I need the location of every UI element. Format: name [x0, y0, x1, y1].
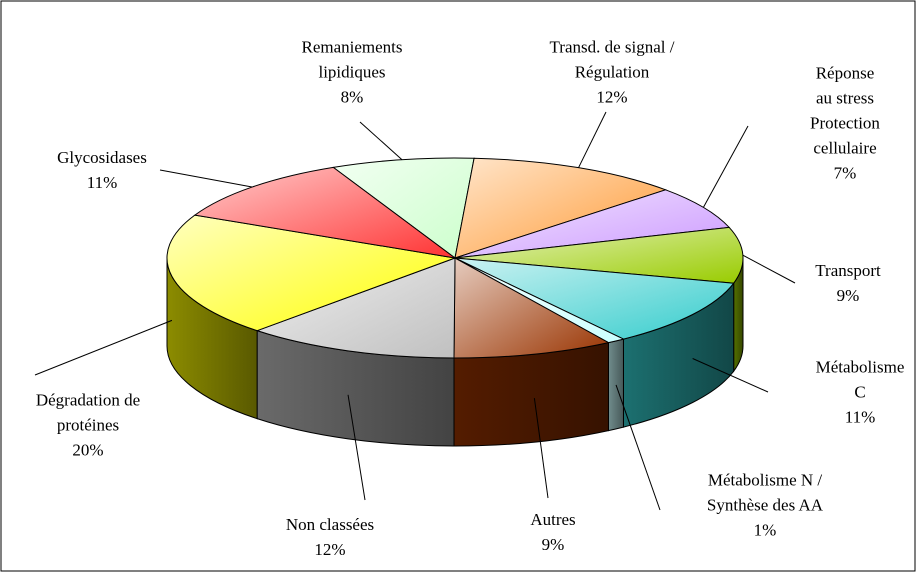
pie-slice: [454, 226, 744, 284]
leader-line: [359, 121, 403, 161]
leader-line: [742, 254, 796, 284]
pie-slice: [454, 189, 731, 259]
category-label: Transport: [815, 261, 881, 280]
value-label: 11%: [86, 173, 118, 192]
leader-line: [159, 169, 253, 188]
leader-line: [615, 384, 661, 511]
leader-line: [533, 398, 549, 499]
leader-line: [347, 394, 366, 501]
value-label: 8%: [340, 87, 364, 107]
slice-label: Métabolisme C 11%: [816, 355, 905, 430]
slice-label: Réponse au stress Protection cellulaire 7…: [809, 61, 881, 186]
leader-line: [578, 111, 607, 168]
pie-slice: [454, 257, 735, 340]
pie-side: [607, 338, 624, 432]
category-label: Dégradation de protéines: [35, 390, 141, 435]
value-label: 9%: [541, 535, 565, 554]
value-label: 20%: [72, 440, 104, 460]
value-label: 12%: [314, 540, 346, 559]
category-label: Non classées: [285, 515, 375, 534]
value-label: 11%: [844, 407, 876, 427]
slice-label: Glycosidases 11%: [57, 145, 147, 195]
slice-label: Autres 9%: [530, 507, 575, 557]
leader-line: [702, 125, 749, 208]
pie-slice: [332, 157, 475, 259]
pie-slice: [193, 166, 456, 259]
slice-label: Remaniements lipidiques 8%: [301, 35, 402, 110]
slice-label: Dégradation de protéines 20%: [36, 388, 140, 463]
leader-line: [692, 358, 769, 393]
value-label: 7%: [833, 163, 857, 183]
category-label: Métabolisme N / Synthèse des AA: [706, 470, 824, 515]
category-label: Autres: [530, 510, 576, 529]
category-label: Métabolisme C: [815, 357, 905, 402]
value-label: 9%: [836, 286, 860, 305]
leader-line: [34, 319, 173, 376]
slice-label: Métabolisme N / Synthèse des AA 1%: [707, 468, 823, 543]
category-label: Glycosidases: [57, 148, 147, 167]
category-label: Réponse au stress Protection cellulaire: [810, 63, 880, 158]
value-label: 1%: [753, 520, 777, 540]
pie-slice: [166, 214, 457, 332]
slice-label: Transport 9%: [815, 258, 881, 308]
slice-label: Non classées 12%: [286, 512, 374, 562]
value-label: 12%: [596, 87, 628, 107]
slice-label: Transd. de signal / Régulation 12%: [550, 35, 675, 110]
pie-slice: [453, 257, 610, 359]
category-label: Transd. de signal / Régulation: [549, 37, 675, 82]
category-label: Remaniements lipidiques: [301, 37, 403, 82]
pie-slice: [255, 257, 456, 359]
